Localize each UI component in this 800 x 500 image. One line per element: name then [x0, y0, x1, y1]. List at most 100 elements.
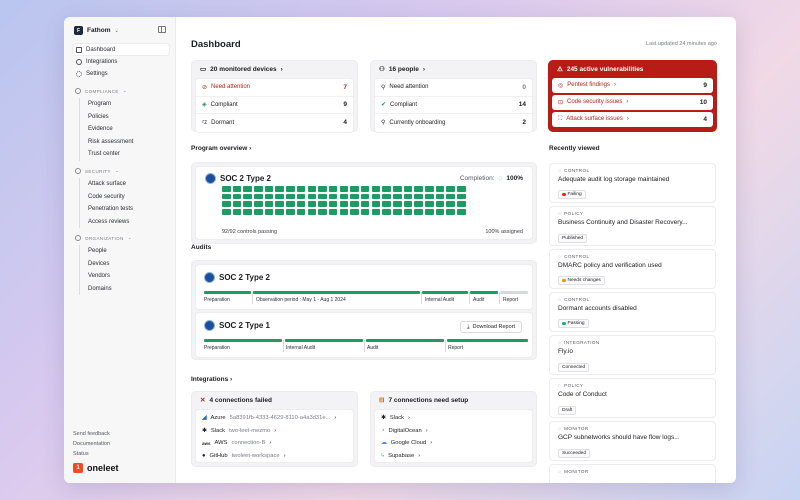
devices-card[interactable]: ▭ 20 monitored devices › ⊘ Need attention… — [191, 60, 358, 133]
chevron-right-icon: › — [430, 440, 433, 447]
sidebar-item-domains[interactable]: Domains — [88, 285, 112, 292]
sidebar-item-attack-surface[interactable]: Attack surface — [88, 181, 127, 188]
recent-item[interactable]: ◌ CONTROL Adequate audit log storage maint… — [549, 163, 716, 203]
sidebar-collapse-icon[interactable] — [158, 26, 166, 33]
gear-icon — [76, 70, 82, 77]
nav-integrations[interactable]: Integrations — [73, 56, 169, 67]
devices-dormant-row[interactable]: ᶻz Dormant 4 — [196, 114, 353, 132]
pentest-findings-row[interactable]: ◎ Pentest findings › 9 — [552, 78, 713, 93]
send-feedback-link[interactable]: Send feedback — [73, 431, 110, 437]
last-updated: Last updated 24 minutes ago — [646, 41, 717, 47]
control-cell — [232, 209, 242, 215]
sidebar-item-trust-center[interactable]: Trust center — [88, 151, 120, 158]
sidebar-item-evidence[interactable]: Evidence — [88, 126, 113, 133]
section-security-header[interactable]: SECURITY ⌄ — [75, 168, 119, 174]
integration-name: Azure — [210, 415, 226, 422]
people-card[interactable]: ⚇ 16 people › ⚲ Need attention 0 ✔ Complia… — [370, 60, 537, 133]
sidebar-item-code-security[interactable]: Code security — [88, 193, 125, 200]
download-report-button[interactable]: ⤓ Download Report — [460, 321, 522, 333]
badge-label: Draft — [562, 408, 573, 413]
audit-soc2-type2[interactable]: SOC 2 Type 2 Preparation Observation per… — [195, 264, 533, 310]
laptop-icon: ▭ — [200, 66, 207, 73]
type-label: CONTROL — [564, 297, 590, 302]
program-overview-heading[interactable]: Program overview › — [191, 145, 251, 152]
recent-item-type: ◌ INTEGRATION — [558, 340, 707, 345]
control-cell — [393, 201, 402, 207]
setup-row-digitalocean[interactable]: ◔ DigitalOcean › — [375, 425, 532, 438]
control-cell — [339, 186, 349, 192]
audit-soc2-type1[interactable]: SOC 2 Type 1 ⤓ Download Report Preparati… — [195, 312, 533, 358]
vulnerabilities-list: ◎ Pentest findings › 9 ⊡ Code security issu… — [552, 78, 713, 129]
control-cell — [360, 209, 370, 215]
recent-item[interactable]: ◌ CONTROL DMARC policy and verification us… — [549, 249, 716, 289]
control-cell — [275, 201, 284, 207]
controls-grid — [222, 186, 466, 215]
recent-item-type: ◌ POLICY — [558, 383, 707, 388]
setup-row-supabase[interactable]: ϟ Supabase › — [375, 450, 532, 463]
control-cell — [414, 186, 423, 192]
control-cell — [393, 186, 402, 192]
control-cell — [360, 186, 370, 192]
control-cell — [264, 186, 274, 192]
section-compliance-header[interactable]: COMPLIANCE ⌄ — [75, 88, 127, 94]
control-cell — [393, 209, 402, 215]
recent-item-type: ◌ CONTROL — [558, 297, 707, 302]
sidebar-item-policies[interactable]: Policies — [88, 113, 109, 120]
documentation-link[interactable]: Documentation — [73, 441, 110, 447]
control-cell — [382, 186, 391, 192]
status-link[interactable]: Status — [73, 451, 89, 457]
integrations-heading[interactable]: Integrations › — [191, 376, 232, 383]
recent-item[interactable]: ◌ INTEGRATION Fly.io Connected — [549, 335, 716, 375]
sidebar-item-penetration-tests[interactable]: Penetration tests — [88, 206, 134, 213]
control-cell — [275, 193, 284, 200]
control-cell — [254, 186, 263, 192]
recent-item[interactable]: ◌ MONITOR — [549, 464, 716, 483]
vulnerabilities-card-header[interactable]: ⚠ 245 active vulnerabilities — [549, 61, 716, 77]
integration-row-slack[interactable]: ✱ Slack two-leet-mezmo › — [196, 425, 353, 438]
program-card[interactable]: SOC 2 Type 2 Completion: ◌ 100% 92/92 co… — [191, 162, 537, 244]
devices-card-header[interactable]: ▭ 20 monitored devices › — [192, 61, 357, 77]
sidebar-item-program[interactable]: Program — [88, 101, 112, 108]
recent-item[interactable]: ◌ POLICY Code of Conduct Draft — [549, 378, 716, 418]
brand-logo: 1 oneleet — [73, 463, 119, 473]
people-need-attention-row[interactable]: ⚲ Need attention 0 — [375, 79, 532, 97]
row-label: Pentest findings — [567, 82, 610, 88]
devices-compliant-row[interactable]: ◈ Compliant 9 — [196, 97, 353, 114]
status-dot — [562, 192, 566, 196]
section-organization-header[interactable]: ORGANIZATION ⌄ — [75, 235, 132, 241]
recent-item[interactable]: ◌ POLICY Business Continuity and Disaster … — [549, 206, 716, 246]
people-onboarding-row[interactable]: ⚲ Currently onboarding 2 — [375, 114, 532, 132]
stage-label: Preparation — [204, 297, 230, 303]
sidebar-item-devices[interactable]: Devices — [88, 260, 110, 267]
attack-surface-issues-row[interactable]: ⛶ Attack surface issues › 4 — [552, 112, 713, 127]
integration-row-aws[interactable]: aws AWS connection-B › — [196, 437, 353, 450]
recent-item[interactable]: ◌ MONITOR GCP subnetworks should have flow… — [549, 421, 716, 461]
integration-row-azure[interactable]: ◢ Azure 5a8391fb-4333-4629-8110-a4a3d31e… — [196, 412, 353, 425]
sidebar-item-vendors[interactable]: Vendors — [88, 273, 111, 280]
nav-dashboard[interactable]: Dashboard — [73, 44, 169, 55]
type-label: POLICY — [564, 211, 584, 216]
integration-row-github[interactable]: ● GitHub twoleet-workspace › — [196, 450, 353, 463]
devices-need-attention-row[interactable]: ⊘ Need attention 7 — [196, 79, 353, 97]
setup-row-google-cloud[interactable]: ☁ Google Cloud › — [375, 437, 532, 450]
download-icon: ⤓ — [467, 323, 470, 330]
stage-bar — [500, 291, 528, 294]
people-card-header[interactable]: ⚇ 16 people › — [371, 61, 536, 77]
sidebar-item-people[interactable]: People — [88, 248, 107, 255]
vulnerabilities-card[interactable]: ⚠ 245 active vulnerabilities ◎ Pentest fi… — [548, 60, 717, 132]
stage-label: Report — [448, 345, 464, 351]
status-badge: Passing — [558, 318, 589, 328]
sidebar-item-access-reviews[interactable]: Access reviews — [88, 218, 130, 225]
control-cell — [457, 209, 466, 215]
nav-settings[interactable]: Settings — [73, 68, 169, 79]
chevron-down-icon: ⌄ — [122, 88, 127, 93]
code-security-issues-row[interactable]: ⊡ Code security issues › 10 — [552, 95, 713, 110]
people-compliant-row[interactable]: ✔ Compliant 14 — [375, 97, 532, 114]
sidebar-item-risk-assessment[interactable]: Risk assessment — [88, 138, 134, 145]
recent-item-title: Business Continuity and Disaster Recover… — [558, 219, 688, 226]
row-value: 9 — [703, 82, 707, 89]
workspace-switcher[interactable]: F Fathom ⌄ — [74, 26, 119, 35]
shield-icon — [75, 168, 81, 174]
setup-row-slack[interactable]: ✱ Slack › — [375, 412, 532, 425]
recent-item[interactable]: ◌ CONTROL Dormant accounts disabled Passing — [549, 292, 716, 332]
